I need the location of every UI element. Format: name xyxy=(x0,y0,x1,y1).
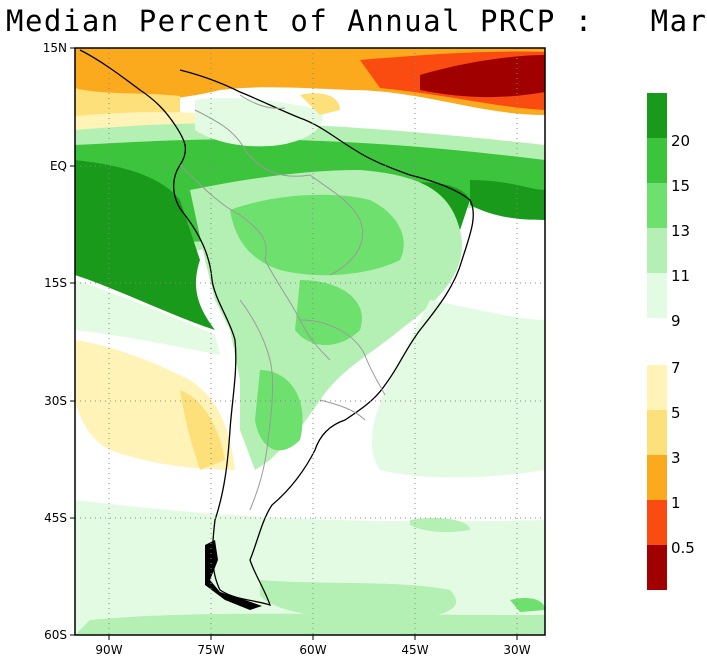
colorbar-label-5: 5 xyxy=(671,404,681,422)
colorbar-label-7: 7 xyxy=(671,359,681,377)
colorbar-swatch-0-5 xyxy=(647,545,667,590)
colorbar-lower: 7 5 3 1 0.5 xyxy=(647,359,695,590)
lat-label-60s: 60S xyxy=(44,628,67,642)
colorbar-label-9: 9 xyxy=(671,312,681,330)
graticule xyxy=(75,48,545,635)
lat-label-45s: 45S xyxy=(44,511,67,525)
tierra-del-fuego xyxy=(205,540,262,610)
lon-label-75w: 75W xyxy=(197,643,224,657)
colorbar-swatch-9 xyxy=(647,273,667,318)
lon-label-30w: 30W xyxy=(503,643,530,657)
axis-ticks xyxy=(70,47,518,640)
coastline xyxy=(79,49,474,607)
country-borders xyxy=(179,94,386,511)
colorbar-label-13: 13 xyxy=(671,222,690,240)
latitude-labels: 15N EQ 15S 30S 45S 60S xyxy=(43,41,67,642)
lon-label-45w: 45W xyxy=(401,643,428,657)
colorbar-swatch-13 xyxy=(647,183,667,228)
lat-label-30s: 30S xyxy=(44,394,67,408)
colorbar-label-20: 20 xyxy=(671,132,690,150)
lon-label-90w: 90W xyxy=(95,643,122,657)
colorbar-label-3: 3 xyxy=(671,449,681,467)
map-frame xyxy=(74,47,546,636)
lat-label-15n: 15N xyxy=(43,41,67,55)
colorbar-swatch-15 xyxy=(647,138,667,183)
precip-shading xyxy=(75,48,545,635)
colorbar-swatch-3 xyxy=(647,455,667,500)
lat-label-15s: 15S xyxy=(44,276,67,290)
colorbar-swatch-1 xyxy=(647,500,667,545)
colorbar-swatch-7 xyxy=(647,365,667,410)
colorbar-label-11: 11 xyxy=(671,267,690,285)
colorbar-upper: 20 15 13 11 9 xyxy=(647,93,690,330)
colorbar-swatch-11 xyxy=(647,228,667,273)
colorbar-label-1: 1 xyxy=(671,494,681,512)
colorbar-swatch-5 xyxy=(647,410,667,455)
lon-label-60w: 60W xyxy=(299,643,326,657)
lat-label-eq: EQ xyxy=(50,159,67,173)
colorbar-label-15: 15 xyxy=(671,177,690,195)
longitude-labels: 90W 75W 60W 45W 30W xyxy=(95,643,530,657)
map-title: Median Percent of Annual PRCP : Mar xyxy=(6,4,707,38)
colorbar-label-0-5: 0.5 xyxy=(671,539,695,557)
colorbar-swatch-20 xyxy=(647,93,667,138)
